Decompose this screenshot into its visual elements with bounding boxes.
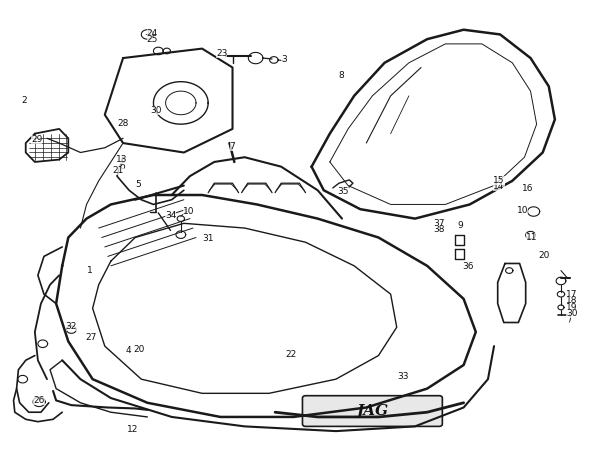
Text: 7: 7 xyxy=(230,142,235,151)
Text: 27: 27 xyxy=(86,333,97,342)
Text: 17: 17 xyxy=(566,290,577,299)
Text: 14: 14 xyxy=(493,182,505,191)
Text: 12: 12 xyxy=(126,425,138,434)
Text: 16: 16 xyxy=(522,184,533,193)
Text: 13: 13 xyxy=(116,155,128,164)
Text: 24: 24 xyxy=(147,29,158,38)
Text: 5: 5 xyxy=(136,180,141,189)
Text: 30: 30 xyxy=(151,106,163,115)
Text: 18: 18 xyxy=(566,296,577,305)
Text: 25: 25 xyxy=(147,35,158,44)
Text: 32: 32 xyxy=(65,322,77,331)
Text: 21: 21 xyxy=(112,166,124,175)
Text: 30: 30 xyxy=(566,309,577,318)
Text: 23: 23 xyxy=(216,49,227,58)
Text: 3: 3 xyxy=(281,55,287,64)
Text: 31: 31 xyxy=(202,234,214,243)
Text: 15: 15 xyxy=(493,176,505,185)
Text: 34: 34 xyxy=(165,211,176,220)
Text: 37: 37 xyxy=(434,219,445,228)
Text: 1: 1 xyxy=(87,266,92,275)
Text: 29: 29 xyxy=(31,135,42,144)
Text: 19: 19 xyxy=(566,303,577,312)
FancyBboxPatch shape xyxy=(302,396,442,427)
Text: 10: 10 xyxy=(183,207,194,216)
Text: 38: 38 xyxy=(434,225,445,234)
Text: 36: 36 xyxy=(463,262,474,271)
Text: 10: 10 xyxy=(517,206,529,215)
Text: 11: 11 xyxy=(526,233,538,242)
Text: 28: 28 xyxy=(117,119,129,128)
Text: ): ) xyxy=(567,313,571,323)
Text: 4: 4 xyxy=(125,346,131,355)
Text: 9: 9 xyxy=(457,221,463,230)
Text: JAG: JAG xyxy=(356,404,389,418)
Text: 33: 33 xyxy=(397,372,409,381)
Text: 2: 2 xyxy=(21,96,27,105)
Text: 6: 6 xyxy=(119,162,125,171)
Text: +: + xyxy=(144,30,151,39)
Text: 35: 35 xyxy=(337,187,349,196)
Text: 26: 26 xyxy=(34,396,45,405)
Text: 22: 22 xyxy=(285,350,296,359)
Text: 20: 20 xyxy=(133,345,145,354)
Text: 20: 20 xyxy=(538,251,550,260)
Text: 8: 8 xyxy=(338,72,343,80)
